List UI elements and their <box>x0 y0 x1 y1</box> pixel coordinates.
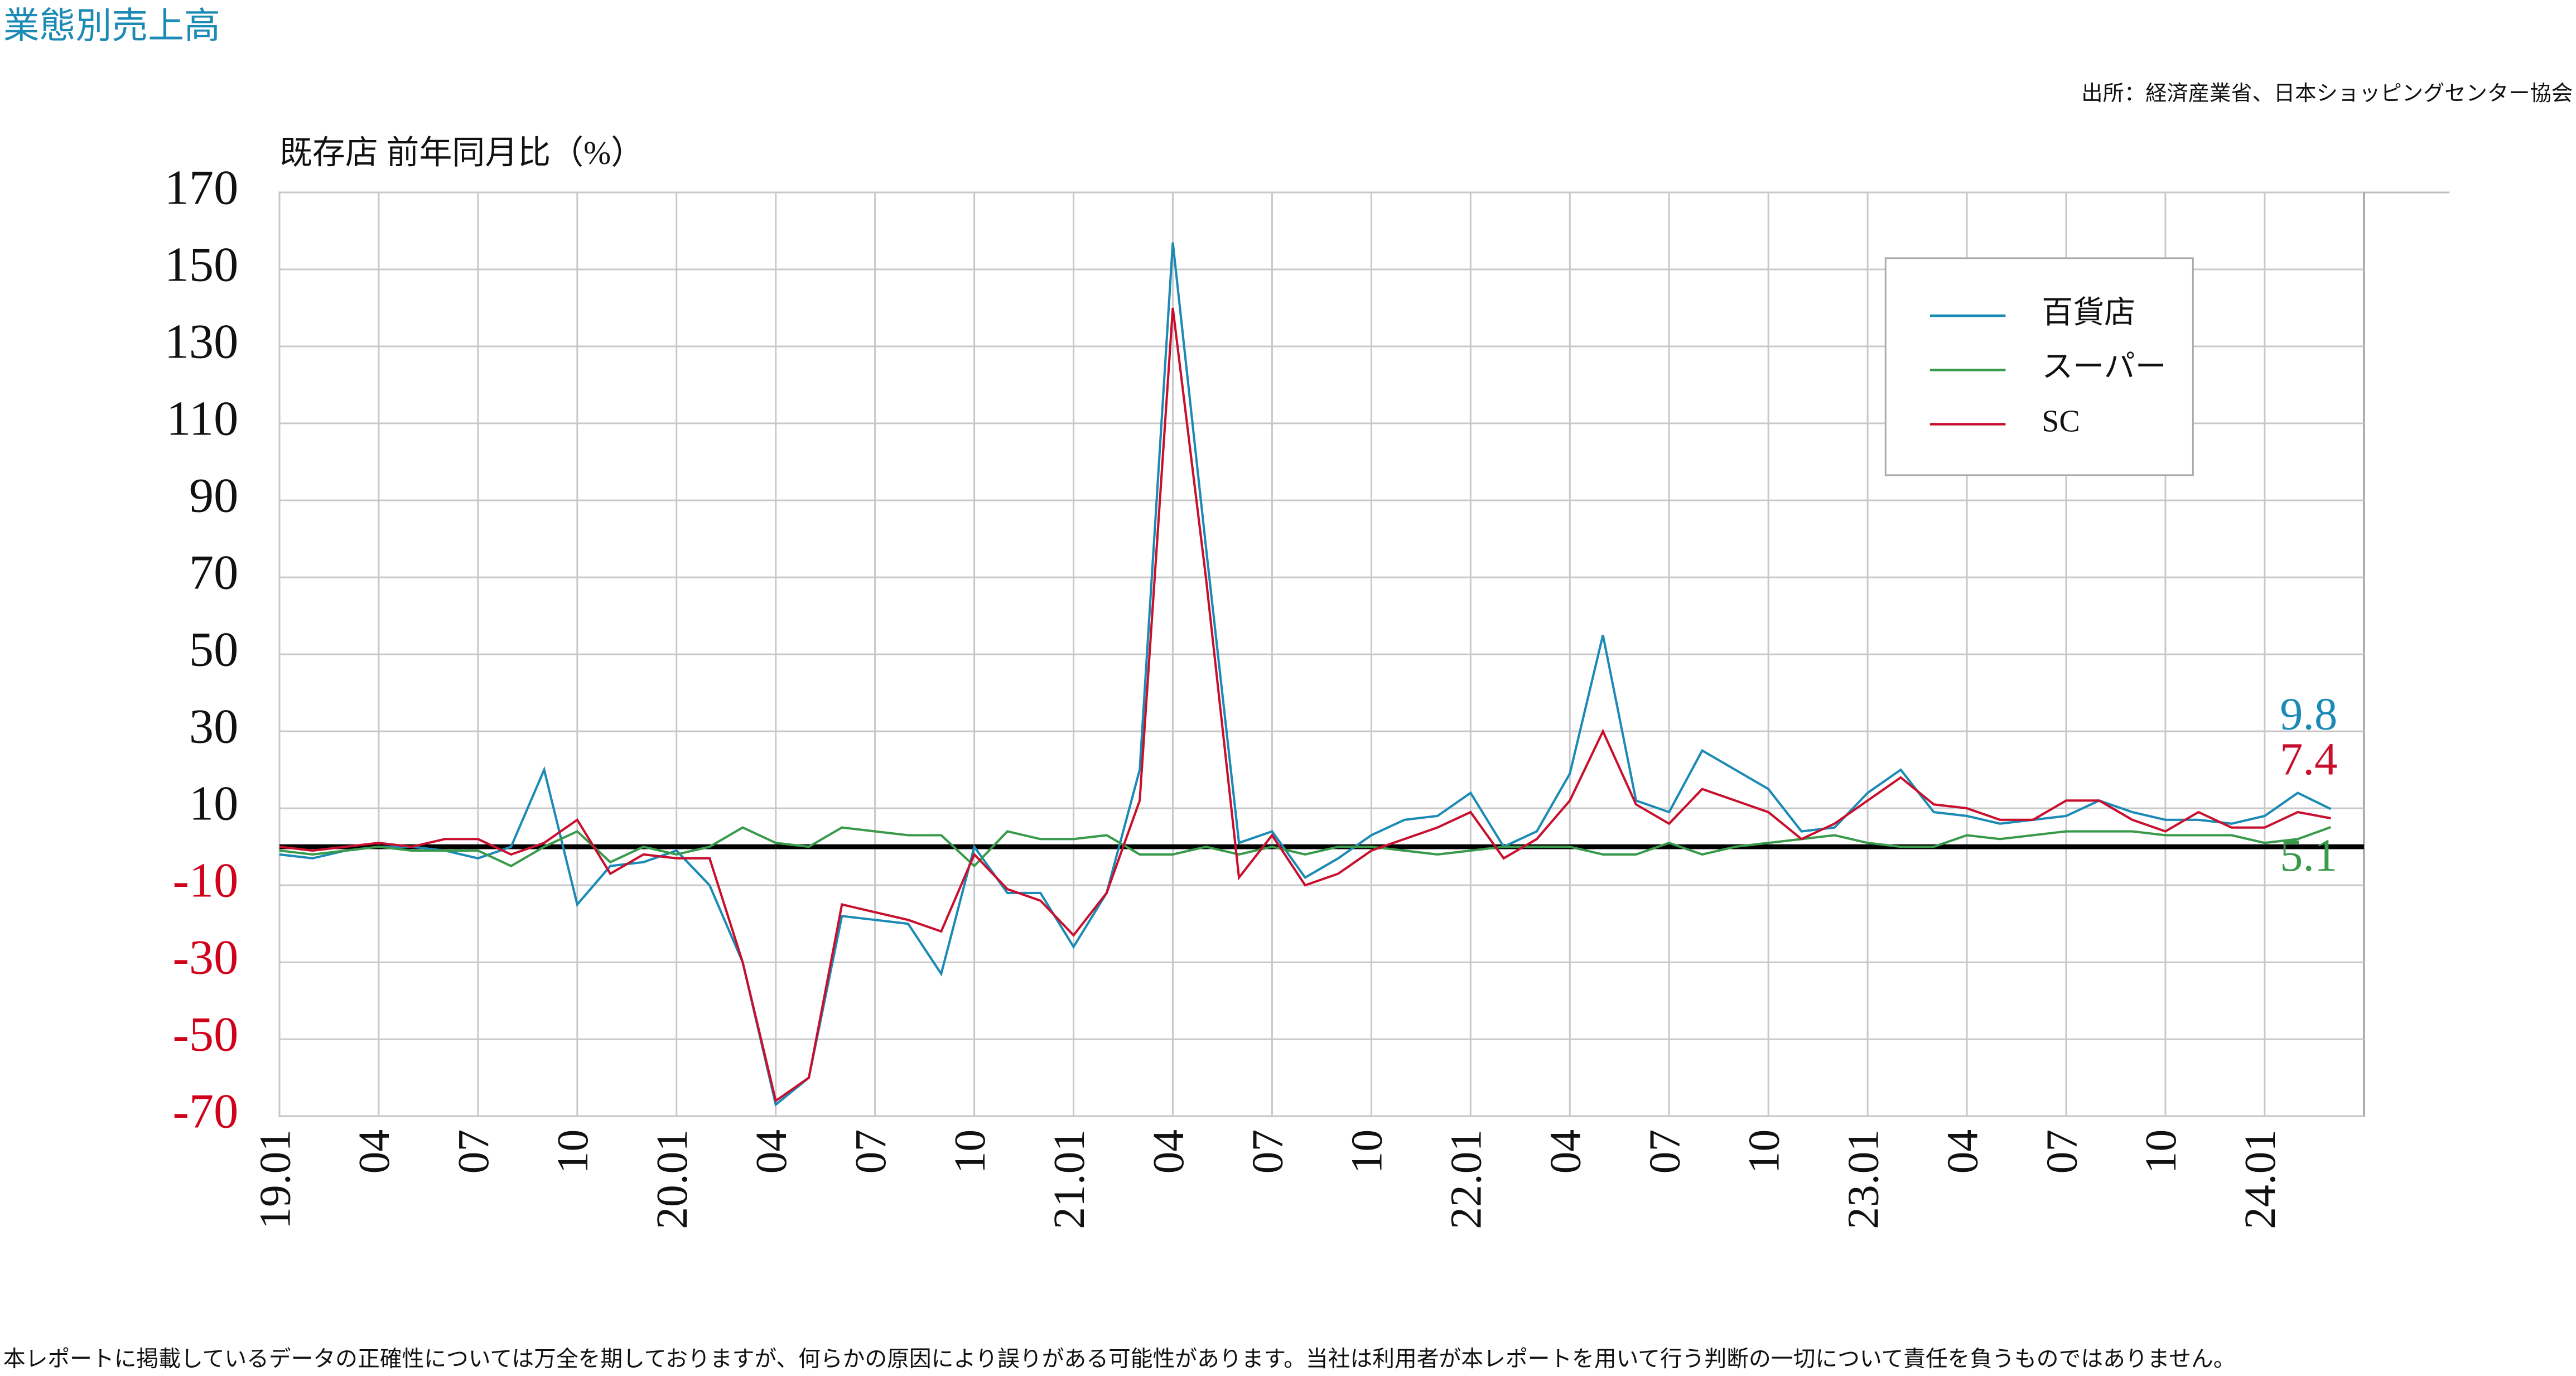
x-tick-label: 04 <box>747 1129 796 1174</box>
y-tick-label: -30 <box>172 930 238 984</box>
end-value-label: 7.4 <box>2280 733 2337 785</box>
x-tick-label: 07 <box>449 1129 498 1174</box>
legend-label: 百貨店 <box>2042 296 2135 330</box>
x-tick-label: 04 <box>350 1129 399 1174</box>
page-title: 業態別売上高 <box>3 6 220 46</box>
legend-label: スーパー <box>2042 350 2166 384</box>
end-value-label: 5.1 <box>2280 829 2337 881</box>
y-tick-label: 30 <box>189 699 238 754</box>
y-tick-label: 70 <box>189 545 238 600</box>
x-tick-label: 10 <box>1343 1129 1392 1174</box>
y-tick-label: 10 <box>189 776 238 831</box>
end-value-label: 9.8 <box>2280 688 2337 739</box>
x-tick-label: 10 <box>548 1129 597 1174</box>
y-tick-label: -70 <box>172 1084 238 1138</box>
legend-box <box>1884 257 2194 476</box>
y-axis-label: 既存店 前年同月比（%） <box>279 134 644 171</box>
series-line <box>279 242 2332 1107</box>
y-tick-label: -10 <box>172 853 238 907</box>
source: 出所：経済産業省、日本ショッピングセンター協会 <box>2081 81 2573 105</box>
x-tick-label: 10 <box>1739 1129 1788 1174</box>
y-tick-label: 150 <box>165 237 239 292</box>
x-tick-label: 07 <box>1243 1129 1292 1174</box>
x-tick-label: 19.01 <box>250 1129 300 1229</box>
x-tick-label: 07 <box>2037 1129 2086 1174</box>
x-tick-label: 04 <box>1541 1129 1590 1174</box>
x-tick-label: 21.01 <box>1045 1129 1094 1229</box>
y-tick-label: 170 <box>165 160 239 215</box>
x-tick-label: 23.01 <box>1839 1129 1888 1229</box>
y-tick-label: 50 <box>189 622 238 677</box>
legend-label: SC <box>2042 404 2080 438</box>
series-line <box>279 825 2332 868</box>
series-line <box>279 307 2331 1103</box>
x-tick-label: 20.01 <box>648 1129 697 1229</box>
y-tick-label: 130 <box>165 314 239 369</box>
x-tick-label: 04 <box>1938 1129 1987 1174</box>
x-tick-label: 07 <box>1640 1129 1689 1174</box>
y-tick-label: 90 <box>189 468 238 523</box>
x-tick-label: 22.01 <box>1442 1129 1491 1229</box>
x-tick-label: 04 <box>1144 1129 1193 1174</box>
y-tick-label: 110 <box>166 391 238 446</box>
y-tick-label: -50 <box>172 1007 238 1061</box>
footnote: 本レポートに掲載しているデータの正確性については万全を期しておりますが、何らかの… <box>3 1346 2236 1371</box>
x-tick-label: 10 <box>946 1129 995 1174</box>
x-tick-label: 07 <box>846 1129 895 1174</box>
x-tick-label: 24.01 <box>2236 1129 2285 1229</box>
x-tick-label: 10 <box>2136 1129 2186 1174</box>
